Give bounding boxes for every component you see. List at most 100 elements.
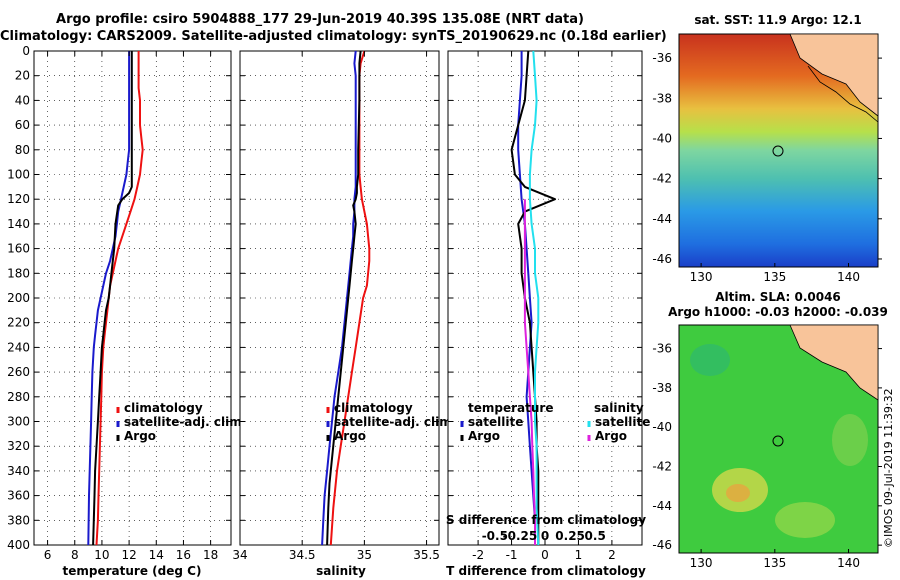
legend-t-argo-label: Argo [468, 429, 500, 443]
depth-tick-label: 160 [7, 242, 30, 256]
sla-map-ticks: 130 135 140 -36 -38 -40 -42 -44 -46 [652, 342, 882, 570]
map-lat-label: -46 [652, 538, 672, 552]
x-tick-label: 34 [232, 548, 247, 562]
legend-satellite-label: satellite-adj. clim. [334, 415, 456, 429]
depth-tick-label: 360 [7, 489, 30, 503]
map-lat-label: -42 [652, 460, 672, 474]
imos-side-label: ©IMOS 09-Jul-2019 11:39:32 [882, 388, 895, 548]
x-tick-label: 14 [149, 548, 164, 562]
depth-tick-label: 400 [7, 538, 30, 552]
s-tick-label: -0.5 [482, 529, 508, 543]
depth-tick-label: 40 [15, 93, 30, 107]
title-line-1: Argo profile: csiro 5904888_177 29-Jun-2… [56, 12, 584, 27]
s-tick-label: 0.5 [585, 529, 606, 543]
legend-salinity-title: salinity [594, 401, 644, 415]
sla-anomaly-low [690, 344, 730, 376]
sla-anomaly-peak [726, 484, 750, 502]
depth-tick-label: 20 [15, 69, 30, 83]
map-lat-label: -42 [652, 172, 672, 186]
salinity-panel: 34 34.5 35 35.5 salinity climatology satell… [232, 50, 456, 578]
map-lat-label: -40 [652, 131, 672, 145]
x-tick-label: 2 [608, 548, 616, 562]
depth-tick-label: 100 [7, 168, 30, 182]
series-argo [326, 50, 362, 546]
temperature-panel: 0 20 40 60 80 100 120 140 160 180 200 220 240 260 280 3… [7, 44, 246, 578]
s-difference-ticks: -0.5-0.25 0 0.25 0.5 [482, 529, 606, 543]
legend-temperature-title: temperature [468, 401, 553, 415]
sst-map-ticks: 130 135 140 -36 -38 -40 -42 -44 -46 [652, 51, 882, 284]
s-tick-label: 0.25 [555, 529, 585, 543]
map-lat-label: -46 [652, 252, 672, 266]
depth-tick-label: 180 [7, 266, 30, 280]
series-argo [92, 51, 133, 546]
x-tick-label: 0 [541, 548, 549, 562]
salinity-legend: climatology satellite-adj. clim. Argo [326, 401, 456, 443]
x-tick-label: 6 [44, 548, 52, 562]
depth-tick-label: 0 [22, 44, 30, 58]
x-tick-label: 35 [357, 548, 372, 562]
depth-tick-label: 140 [7, 217, 30, 231]
depth-tick-label: 340 [7, 464, 30, 478]
depth-tick-label: 80 [15, 143, 30, 157]
legend-argo-label: Argo [334, 429, 366, 443]
map-lat-label: -40 [652, 420, 672, 434]
depth-tick-label: 240 [7, 340, 30, 354]
map-lat-label: -36 [652, 342, 672, 356]
sst-land [789, 33, 879, 117]
sst-map-title: sat. SST: 11.9 Argo: 12.1 [694, 13, 861, 27]
sla-land [789, 324, 879, 401]
legend-s-argo-label: Argo [595, 429, 627, 443]
x-tick-label: 1 [575, 548, 583, 562]
legend-t-satellite-label: satellite [468, 415, 523, 429]
x-tick-label: -1 [506, 548, 518, 562]
legend-s-satellite-label: satellite [595, 415, 650, 429]
s-tick-label: 0 [541, 529, 549, 543]
s-difference-axis-label: S difference from climatology [446, 513, 646, 527]
depth-tick-label: 320 [7, 439, 30, 453]
sst-map: sat. SST: 11.9 Argo: 12.1 130 135 140 -36 -3… [652, 13, 882, 284]
map-lat-label: -44 [652, 212, 672, 226]
salinity-plot-frame [239, 50, 440, 546]
sst-argo-location [772, 145, 784, 157]
map-lon-label: 140 [837, 556, 860, 570]
sla-anomaly-mid [775, 502, 835, 538]
x-tick-label: 10 [94, 548, 109, 562]
t-difference-axis-label: T difference from climatology [446, 564, 646, 578]
series-salinity-satellite [528, 50, 540, 546]
difference-plot-frame [447, 50, 643, 546]
x-tick-label: 8 [71, 548, 79, 562]
depth-tick-label: 220 [7, 316, 30, 330]
depth-tick-label: 380 [7, 513, 30, 527]
legend-argo-label: Argo [124, 429, 156, 443]
map-lon-label: 135 [763, 270, 786, 284]
x-tick-label: 12 [121, 548, 136, 562]
legend-satellite-label: satellite-adj. clim. [124, 415, 246, 429]
depth-tick-label: 280 [7, 390, 30, 404]
temperature-axis-label: temperature (deg C) [63, 564, 202, 578]
legend-climatology-label: climatology [334, 401, 413, 415]
series-salinity-argo [523, 199, 536, 545]
map-lon-label: 130 [690, 270, 713, 284]
map-lat-label: -38 [652, 91, 672, 105]
sla-map: Altim. SLA: 0.0046 Argo h1000: -0.03 h20… [652, 290, 887, 570]
map-lat-label: -38 [652, 381, 672, 395]
title-line-2: Climatology: CARS2009. Satellite-adjuste… [0, 29, 667, 44]
series-temperature-satellite [517, 51, 536, 545]
x-tick-label: 35.5 [413, 548, 440, 562]
salinity-axis-label: salinity [316, 564, 366, 578]
series-satellite-adj-clim- [321, 50, 357, 546]
legend-climatology-label: climatology [124, 401, 203, 415]
difference-legend: temperature satellite Argo salinity sate… [460, 401, 650, 443]
x-tick-label: 34.5 [289, 548, 316, 562]
sla-anomaly-east [832, 414, 868, 466]
sla-argo-location [772, 435, 784, 447]
map-lat-label: -44 [652, 499, 672, 513]
x-tick-label: 18 [203, 548, 218, 562]
map-lat-label: -36 [652, 51, 672, 65]
x-tick-label: 16 [176, 548, 191, 562]
map-lon-label: 130 [690, 556, 713, 570]
sst-bathymetry-contour [807, 65, 879, 123]
difference-panel: -2 -1 0 1 2 S difference from climatology -0… [446, 50, 650, 578]
series-climatology [95, 51, 144, 546]
depth-tick-label: 200 [7, 291, 30, 305]
